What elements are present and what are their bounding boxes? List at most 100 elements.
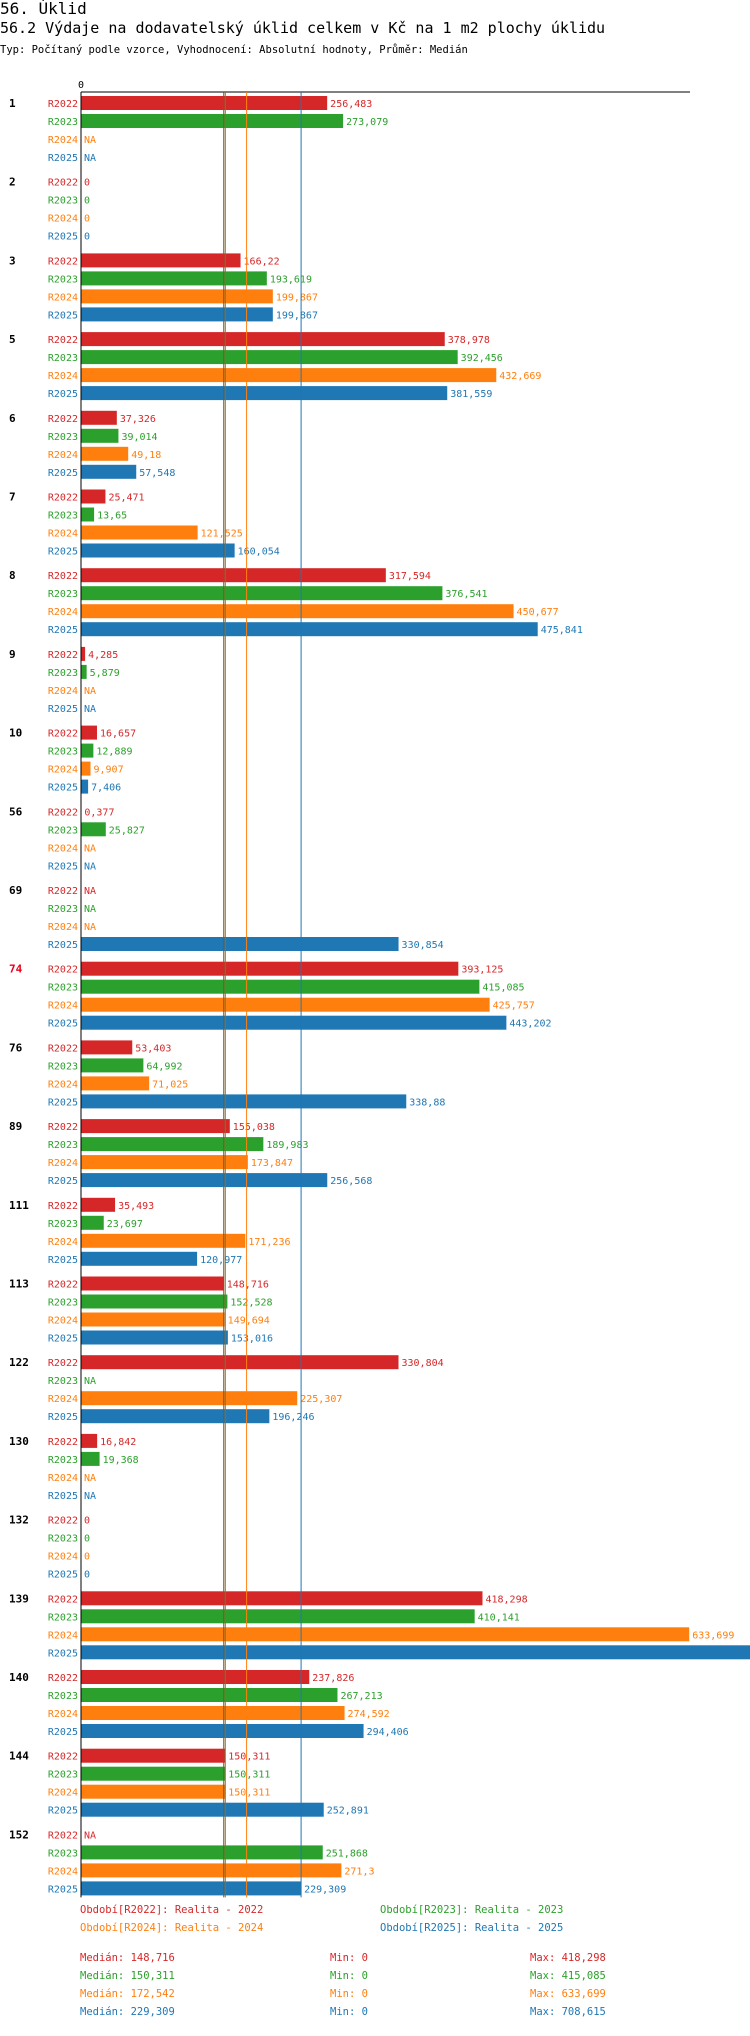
bar-130-R2022 (81, 1433, 98, 1448)
data-label-7-R2025: 160,054 (238, 547, 280, 558)
median-r2023: Medián: 150,311 (80, 1970, 175, 1982)
data-label-3-R2023: 193,619 (270, 274, 312, 285)
bar-139-R2022 (81, 1591, 483, 1606)
data-label-89-R2022: 155,038 (233, 1122, 275, 1133)
bar-76-R2023 (81, 1058, 144, 1073)
series-label-1-R2025: R2025 (48, 153, 78, 164)
data-label-74-R2023: 415,085 (482, 983, 524, 994)
data-label-76-R2024: 71,025 (152, 1079, 188, 1090)
bar-113-R2024 (81, 1312, 225, 1327)
series-label-5-R2022: R2022 (48, 335, 78, 346)
bar-140-R2022 (81, 1670, 310, 1684)
series-label-144-R2024: R2024 (48, 1788, 78, 1799)
series-label-130-R2024: R2024 (48, 1473, 78, 1484)
data-label-69-R2024: NA (84, 922, 96, 933)
group-label-8: 8 (9, 569, 16, 582)
series-label-140-R2024: R2024 (48, 1709, 78, 1720)
legend-item-r2022: Období[R2022]: Realita - 2022 (80, 1904, 264, 1916)
bar-139-R2024 (81, 1627, 690, 1642)
group-label-69: 69 (9, 884, 22, 897)
data-label-8-R2025: 475,841 (541, 625, 583, 636)
bar-1-R2022 (81, 96, 328, 110)
series-label-9-R2023: R2023 (48, 668, 78, 679)
data-label-152-R2024: 271,3 (344, 1866, 374, 1877)
legend-item-r2024: Období[R2024]: Realita - 2024 (80, 1922, 264, 1934)
series-label-3-R2022: R2022 (48, 256, 78, 267)
bar-8-R2025 (81, 622, 538, 637)
series-label-144-R2022: R2022 (48, 1752, 78, 1763)
bar-chart: 0 1 R2022 256,483 R2023 273,079 R2024 NA R2025 NA… (9, 80, 750, 1898)
series-label-7-R2024: R2024 (48, 529, 78, 540)
data-label-1-R2024: NA (84, 135, 96, 146)
series-label-111-R2023: R2023 (48, 1219, 78, 1230)
data-label-10-R2022: 16,657 (100, 729, 136, 740)
data-label-152-R2025: 229,309 (304, 1884, 346, 1895)
group-label-144: 144 (9, 1750, 29, 1763)
data-label-5-R2024: 432,669 (499, 371, 541, 382)
group-label-74: 74 (9, 963, 23, 976)
data-label-111-R2022: 35,493 (118, 1201, 154, 1212)
series-label-113-R2024: R2024 (48, 1316, 78, 1327)
series-label-10-R2025: R2025 (48, 783, 78, 794)
data-label-10-R2023: 12,889 (96, 747, 132, 758)
median-r2025: Medián: 229,309 (80, 2006, 175, 2018)
bar-111-R2022 (81, 1197, 116, 1212)
bar-3-R2023 (81, 271, 267, 286)
data-label-132-R2025: 0 (84, 1570, 90, 1581)
x-axis-zero-label: 0 (78, 80, 84, 91)
series-label-139-R2024: R2024 (48, 1630, 78, 1641)
series-label-76-R2022: R2022 (48, 1043, 78, 1054)
data-label-5-R2022: 378,978 (448, 335, 490, 346)
series-label-69-R2022: R2022 (48, 886, 78, 897)
series-label-8-R2024: R2024 (48, 607, 78, 618)
series-label-2-R2023: R2023 (48, 196, 78, 207)
series-label-74-R2025: R2025 (48, 1019, 78, 1030)
series-label-144-R2023: R2023 (48, 1770, 78, 1781)
series-label-130-R2023: R2023 (48, 1455, 78, 1466)
max-r2022: Max: 418,298 (530, 1952, 606, 1964)
data-label-139-R2023: 410,141 (478, 1612, 520, 1623)
series-label-139-R2023: R2023 (48, 1612, 78, 1623)
data-label-2-R2022: 0 (84, 178, 90, 189)
series-label-132-R2024: R2024 (48, 1552, 78, 1563)
data-label-89-R2024: 173,847 (251, 1158, 293, 1169)
series-label-2-R2022: R2022 (48, 178, 78, 189)
legend-item-r2025: Období[R2025]: Realita - 2025 (380, 1922, 564, 1934)
group-label-139: 139 (9, 1592, 29, 1605)
bar-144-R2024 (81, 1784, 226, 1799)
bar-6-R2023 (81, 428, 119, 443)
data-label-1-R2022: 256,483 (330, 99, 372, 110)
data-label-144-R2024: 150,311 (228, 1788, 270, 1799)
bar-144-R2022 (81, 1748, 226, 1763)
max-r2025: Max: 708,615 (530, 2006, 606, 2018)
data-label-7-R2023: 13,65 (97, 511, 127, 522)
series-label-89-R2022: R2022 (48, 1122, 78, 1133)
series-label-139-R2025: R2025 (48, 1648, 78, 1659)
max-r2024: Max: 633,699 (530, 1988, 606, 2000)
bar-6-R2025 (81, 464, 137, 479)
series-label-122-R2023: R2023 (48, 1376, 78, 1387)
series-label-6-R2024: R2024 (48, 450, 78, 461)
series-label-9-R2025: R2025 (48, 704, 78, 715)
series-label-113-R2023: R2023 (48, 1298, 78, 1309)
series-label-111-R2022: R2022 (48, 1201, 78, 1212)
bar-144-R2023 (81, 1766, 226, 1781)
data-label-2-R2024: 0 (84, 214, 90, 225)
bar-6-R2022 (81, 410, 117, 425)
data-label-76-R2025: 338,88 (409, 1097, 445, 1108)
bar-1-R2023 (81, 114, 344, 128)
series-label-139-R2022: R2022 (48, 1594, 78, 1605)
data-label-144-R2025: 252,891 (327, 1806, 369, 1817)
bar-113-R2022 (81, 1276, 224, 1291)
bar-122-R2024 (81, 1391, 298, 1406)
series-label-152-R2024: R2024 (48, 1866, 78, 1877)
bar-139-R2023 (81, 1609, 475, 1624)
data-label-152-R2023: 251,868 (326, 1848, 368, 1859)
data-label-89-R2023: 189,983 (266, 1140, 308, 1151)
data-label-76-R2022: 53,403 (135, 1043, 171, 1054)
data-label-3-R2025: 199,867 (276, 310, 318, 321)
bar-5-R2024 (81, 368, 497, 383)
data-label-1-R2023: 273,079 (346, 117, 388, 128)
series-label-8-R2022: R2022 (48, 571, 78, 582)
series-label-76-R2025: R2025 (48, 1097, 78, 1108)
